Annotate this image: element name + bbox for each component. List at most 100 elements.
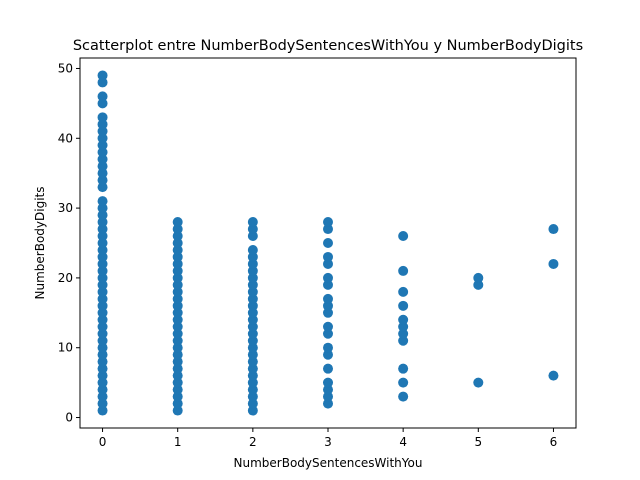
scatter-point bbox=[247, 258, 258, 269]
scatter-point bbox=[97, 244, 108, 255]
scatter-point bbox=[247, 244, 258, 255]
scatter-point bbox=[398, 231, 409, 242]
y-tick-label: 50 bbox=[58, 61, 73, 75]
y-axis-label: NumberBodyDigits bbox=[33, 187, 47, 300]
y-axis: 0 10 20 30 40 50 bbox=[58, 61, 80, 425]
scatter-point bbox=[97, 384, 108, 395]
scatter-point bbox=[398, 300, 409, 311]
scatter-point bbox=[97, 196, 108, 207]
scatter-point bbox=[172, 356, 183, 367]
scatter-point bbox=[97, 126, 108, 137]
scatter-point bbox=[97, 161, 108, 172]
scatter-point bbox=[97, 321, 108, 332]
scatter-point bbox=[97, 154, 108, 165]
scatter-point bbox=[97, 98, 108, 109]
x-tick-label: 6 bbox=[550, 435, 558, 449]
scatter-point bbox=[172, 398, 183, 409]
scatter-point bbox=[97, 293, 108, 304]
scatter-point bbox=[97, 175, 108, 186]
scatter-point bbox=[97, 335, 108, 346]
scatter-point bbox=[97, 398, 108, 409]
x-tick-label: 2 bbox=[249, 435, 257, 449]
scatter-point bbox=[97, 272, 108, 283]
scatter-point bbox=[247, 377, 258, 388]
scatter-point bbox=[172, 265, 183, 276]
scatter-point bbox=[97, 377, 108, 388]
scatter-point bbox=[323, 251, 333, 262]
scatter-point bbox=[323, 272, 333, 283]
scatter-point bbox=[97, 363, 108, 374]
scatter-point bbox=[323, 349, 333, 360]
scatter-point bbox=[172, 349, 183, 360]
y-tick-label: 0 bbox=[65, 411, 73, 425]
scatter-point bbox=[398, 377, 409, 388]
scatter-point bbox=[97, 279, 108, 290]
scatter-point bbox=[97, 210, 108, 221]
scatter-point bbox=[97, 307, 108, 318]
scatter-point bbox=[97, 328, 108, 339]
scatter-point bbox=[398, 328, 409, 339]
scatter-point bbox=[97, 391, 108, 402]
scatter-point bbox=[172, 251, 183, 262]
x-axis: 0 1 2 3 4 5 6 bbox=[99, 428, 558, 449]
scatter-point bbox=[247, 293, 258, 304]
scatter-point bbox=[97, 168, 108, 179]
scatter-point bbox=[172, 293, 183, 304]
scatter-point bbox=[473, 279, 484, 290]
scatter-point bbox=[172, 370, 183, 381]
scatter-point bbox=[97, 251, 108, 262]
scatter-point bbox=[398, 363, 409, 374]
scatter-point bbox=[548, 258, 559, 269]
scatter-point bbox=[247, 335, 258, 346]
points-layer bbox=[97, 70, 559, 416]
scatter-point bbox=[323, 363, 333, 374]
x-axis-label: NumberBodySentencesWithYou bbox=[234, 456, 423, 470]
scatter-point bbox=[247, 398, 258, 409]
scatter-point bbox=[97, 119, 108, 130]
scatter-point bbox=[97, 140, 108, 151]
scatter-point bbox=[172, 272, 183, 283]
scatter-point bbox=[172, 363, 183, 374]
scatter-point bbox=[323, 384, 333, 395]
scatter-point bbox=[247, 272, 258, 283]
scatter-point bbox=[97, 349, 108, 360]
y-tick-label: 20 bbox=[58, 271, 73, 285]
scatter-point bbox=[548, 370, 559, 381]
scatter-point bbox=[172, 244, 183, 255]
scatter-point bbox=[247, 363, 258, 374]
x-tick-label: 1 bbox=[174, 435, 182, 449]
scatter-point bbox=[398, 265, 409, 276]
scatter-point bbox=[97, 70, 108, 81]
scatter-point bbox=[172, 217, 183, 228]
scatter-point bbox=[247, 279, 258, 290]
scatter-point bbox=[473, 272, 484, 283]
scatter-point bbox=[323, 321, 333, 332]
scatter-point bbox=[97, 217, 108, 228]
scatter-point bbox=[398, 391, 409, 402]
scatter-point bbox=[323, 217, 333, 228]
scatter-point bbox=[247, 328, 258, 339]
scatter-point bbox=[97, 300, 108, 311]
scatter-point bbox=[247, 300, 258, 311]
scatter-point bbox=[323, 293, 333, 304]
scatter-point bbox=[97, 342, 108, 353]
scatter-point bbox=[97, 370, 108, 381]
scatter-point bbox=[247, 342, 258, 353]
scatter-point bbox=[247, 217, 258, 228]
scatter-point bbox=[172, 286, 183, 297]
scatter-point bbox=[97, 147, 108, 158]
scatter-point bbox=[548, 224, 559, 235]
scatter-point bbox=[97, 314, 108, 325]
scatter-point bbox=[323, 377, 333, 388]
scatter-point bbox=[172, 342, 183, 353]
scatter-point bbox=[247, 265, 258, 276]
scatter-point bbox=[172, 384, 183, 395]
scatter-point bbox=[172, 314, 183, 325]
scatter-point bbox=[172, 279, 183, 290]
scatter-point bbox=[172, 258, 183, 269]
y-tick-label: 10 bbox=[58, 341, 73, 355]
scatter-point bbox=[323, 398, 333, 409]
x-tick-label: 5 bbox=[474, 435, 482, 449]
